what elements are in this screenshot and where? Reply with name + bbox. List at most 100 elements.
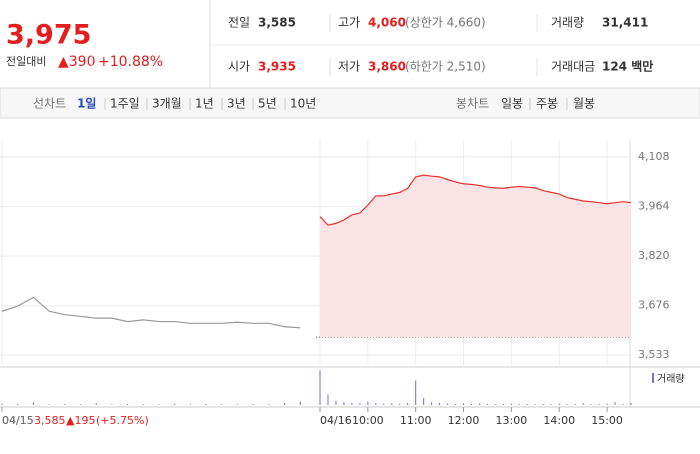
- volume-bar: [582, 403, 584, 405]
- volume-bar: [359, 403, 361, 405]
- change: ▲390: [58, 54, 96, 70]
- stat-value: 124 백만: [602, 59, 653, 74]
- volume-bar: [598, 403, 600, 405]
- volume-bar: [431, 402, 433, 405]
- candle-tab[interactable]: 일봉: [501, 97, 523, 111]
- volume-bar: [205, 403, 207, 405]
- volume-bar: [127, 403, 129, 405]
- volume-bar: [111, 404, 113, 405]
- volume-bar: [518, 404, 520, 405]
- tab-bar: [0, 87, 700, 119]
- change-pct: +10.88%: [98, 54, 163, 70]
- stat-label: 고가: [338, 16, 360, 30]
- volume-bar: [142, 404, 144, 405]
- volume-bar: [486, 403, 488, 405]
- volume-bar: [494, 404, 496, 405]
- period-tab[interactable]: 1일: [77, 97, 96, 111]
- y-tick-label: 3,964: [638, 200, 670, 213]
- period-tab[interactable]: 1주일: [110, 97, 140, 111]
- change-label: 전일대비: [6, 54, 46, 68]
- y-tick-label: 3,533: [638, 348, 670, 361]
- volume-bar: [502, 403, 504, 405]
- volume-bar: [189, 404, 191, 405]
- y-tick-label: 3,820: [638, 249, 670, 262]
- volume-bar: [383, 403, 385, 405]
- x-tick-label: 11:00: [400, 414, 432, 427]
- x-tick-label: 13:00: [496, 414, 528, 427]
- stat-label: 시가: [228, 60, 250, 74]
- volume-bar: [614, 402, 616, 405]
- volume-bar: [284, 402, 286, 405]
- volume-bar: [158, 404, 160, 405]
- volume-bar: [566, 404, 568, 405]
- x-tick-label: 14:00: [543, 414, 575, 427]
- volume-bar: [542, 403, 544, 405]
- tab-group-label: 선차트: [33, 97, 66, 111]
- volume-bar: [327, 394, 329, 405]
- volume-bar: [32, 402, 34, 405]
- stat-label: 거래대금: [551, 60, 595, 74]
- volume-bar: [550, 404, 552, 405]
- volume-bar: [558, 403, 560, 405]
- stat-value: 3,860: [368, 60, 406, 74]
- x-tick-label: 12:00: [448, 414, 480, 427]
- volume-bar: [447, 403, 449, 405]
- volume-bar: [391, 403, 393, 405]
- volume-bar: [471, 403, 473, 405]
- volume-bar: [221, 404, 223, 405]
- stat-value: 3,935: [258, 60, 296, 74]
- y-tick-label: 4,108: [638, 150, 670, 163]
- volume-bar: [48, 404, 50, 405]
- volume-bar: [174, 403, 176, 405]
- price-line: [1, 296, 301, 329]
- x-tick-label: 10:00: [352, 414, 384, 427]
- volume-legend: 거래량: [657, 373, 685, 385]
- volume-bar: [478, 403, 480, 405]
- volume-bar: [463, 403, 465, 405]
- volume-bar: [455, 403, 457, 405]
- volume-bar: [534, 404, 536, 405]
- stat-value: 3,585: [258, 16, 296, 30]
- volume-bar: [367, 401, 369, 405]
- stat-value: 31,411: [602, 16, 648, 30]
- stat-label: 거래량: [551, 16, 584, 30]
- volume-bar: [268, 404, 270, 405]
- period-tab[interactable]: 1년: [195, 97, 214, 111]
- price-line: [319, 174, 632, 226]
- volume-bar: [319, 370, 321, 405]
- stat-value: 4,060: [368, 16, 406, 30]
- candle-tab[interactable]: 주봉: [536, 97, 558, 111]
- volume-legend-swatch: [652, 373, 654, 383]
- volume-bar: [64, 403, 66, 405]
- volume-bar: [335, 400, 337, 405]
- period-tab[interactable]: 3개월: [152, 97, 182, 111]
- volume-bar: [510, 403, 512, 405]
- volume-bar: [343, 402, 345, 405]
- period-tab[interactable]: 5년: [258, 97, 277, 111]
- period-tab[interactable]: 3년: [227, 97, 246, 111]
- volume-bar: [299, 401, 301, 405]
- volume-bar: [95, 403, 97, 405]
- candle-tab[interactable]: 월봉: [573, 97, 595, 111]
- price-chart: 4,108 3,964 3,820 3,676 3,533 04/15 04/16 10:00…: [0, 140, 700, 427]
- period-tab[interactable]: 10년: [290, 97, 316, 111]
- stat-label: 저가: [338, 60, 360, 74]
- prev-close: 3,585: [34, 414, 66, 427]
- prev-change-pct: (+5.75%): [96, 414, 149, 427]
- volume-bar: [407, 402, 409, 405]
- volume-bar: [252, 403, 254, 405]
- stat-note: (하한가 2,510): [405, 60, 486, 74]
- prev-date: 04/15: [2, 414, 34, 427]
- volume-bar: [526, 403, 528, 405]
- volume-bar: [375, 402, 377, 405]
- x-tick-label: 15:00: [591, 414, 623, 427]
- volume-bar: [1, 403, 3, 405]
- volume-bar: [237, 404, 238, 405]
- volume-bar: [622, 403, 624, 405]
- volume-bar: [399, 403, 401, 405]
- tab-group-label: 봉차트: [456, 97, 489, 111]
- x-tick-label: 04/16: [320, 414, 352, 427]
- area: [320, 175, 631, 338]
- stat-label: 전일: [228, 16, 250, 30]
